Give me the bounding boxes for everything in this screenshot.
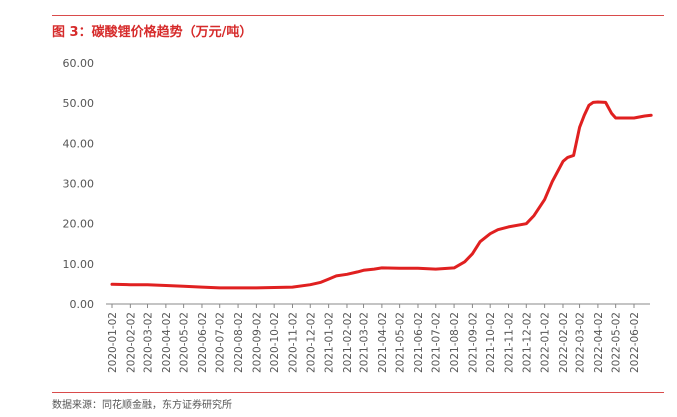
- x-tick-label: 2020-11-02: [288, 312, 300, 373]
- x-tick-label: 2020-09-02: [251, 312, 263, 373]
- x-tick-label: 2022-05-02: [611, 312, 623, 373]
- top-rule: [52, 15, 664, 16]
- price-line: [110, 100, 653, 290]
- y-tick-label: 60.00: [63, 57, 95, 70]
- x-axis: 2020-01-02 2020-02-02 2020-03-02 2020-04-02…: [106, 303, 650, 373]
- x-tick-label: 2021-08-02: [449, 312, 461, 373]
- data-source: 数据来源：同花顺金融，东方证券研究所: [52, 400, 232, 411]
- x-tick-label: 2020-07-02: [215, 312, 227, 373]
- bottom-rule: [52, 392, 664, 393]
- y-tick-label: 20.00: [63, 218, 95, 231]
- x-tick-label: 2021-09-02: [467, 312, 479, 373]
- x-tick-label: 2020-02-02: [125, 312, 137, 373]
- x-tick-label: 2021-06-02: [413, 312, 425, 373]
- x-tick-label: 2020-06-02: [197, 312, 209, 373]
- x-tick-label: 2021-05-02: [395, 312, 407, 373]
- x-tick-label: 2022-04-02: [593, 312, 605, 373]
- x-tick-label: 2020-10-02: [269, 312, 281, 373]
- x-tick-label: 2021-03-02: [359, 312, 371, 373]
- figure-title: 图 3：碳酸锂价格趋势（万元/吨）: [52, 25, 253, 40]
- x-tick-label: 2020-05-02: [179, 312, 191, 373]
- x-tick-label: 2020-01-02: [107, 312, 119, 373]
- x-tick-label: 2021-12-02: [521, 312, 533, 373]
- x-tick-label: 2022-02-02: [558, 312, 570, 373]
- x-tick-label: 2021-10-02: [485, 312, 497, 373]
- x-tick-label: 2022-06-02: [629, 312, 641, 373]
- series-group: [110, 100, 653, 290]
- x-tick-label: 2020-12-02: [305, 312, 317, 373]
- x-tick-label: 2021-11-02: [504, 312, 516, 373]
- x-tick-label: 2021-07-02: [431, 312, 443, 373]
- x-tick-label: 2021-01-02: [324, 312, 336, 373]
- y-axis: 0.00 10.00 20.00 30.00 40.00 50.00 60.00: [63, 57, 95, 311]
- x-tick-label: 2021-04-02: [377, 312, 389, 373]
- x-tick-label: 2020-04-02: [161, 312, 173, 373]
- x-tick-label: 2020-03-02: [143, 312, 155, 373]
- line-chart: 0.00 10.00 20.00 30.00 40.00 50.00 60.00 2020-…: [63, 57, 653, 373]
- x-tick-label: 2022-01-02: [540, 312, 552, 373]
- y-tick-label: 30.00: [63, 178, 95, 191]
- x-tick-label: 2020-08-02: [233, 312, 245, 373]
- y-tick-label: 0.00: [70, 298, 95, 311]
- y-tick-label: 50.00: [63, 97, 95, 110]
- y-tick-label: 40.00: [63, 137, 95, 150]
- y-tick-label: 10.00: [63, 258, 95, 271]
- x-tick-label: 2021-02-02: [342, 312, 354, 373]
- x-tick-label: 2022-03-02: [575, 312, 587, 373]
